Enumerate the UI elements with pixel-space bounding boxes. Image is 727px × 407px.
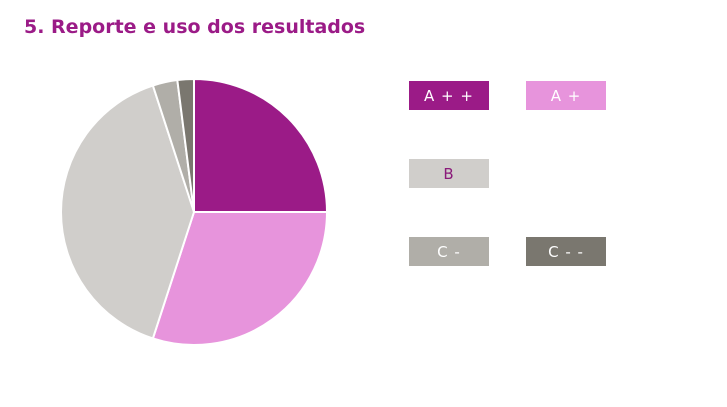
legend-item-a-plus: A + — [526, 81, 606, 110]
legend-item-b: B — [409, 159, 489, 188]
pie-slice-a-plus — [151, 211, 329, 346]
legend-item-c-minus: C - — [409, 237, 489, 266]
legend-item-a-plus-plus: A + + — [409, 81, 489, 110]
legend-item-c-minus-minus: C - - — [526, 237, 606, 266]
slide-title: 5. Reporte e uso dos resultados — [24, 16, 366, 38]
pie-slice-b — [60, 84, 196, 340]
pie-chart — [60, 77, 329, 346]
pie-slice-c-minus-minus — [176, 77, 195, 213]
pie-slice-a-plus-plus — [193, 77, 329, 213]
